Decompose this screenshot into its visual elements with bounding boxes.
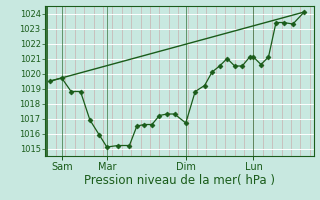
X-axis label: Pression niveau de la mer( hPa ): Pression niveau de la mer( hPa ) (84, 174, 275, 187)
